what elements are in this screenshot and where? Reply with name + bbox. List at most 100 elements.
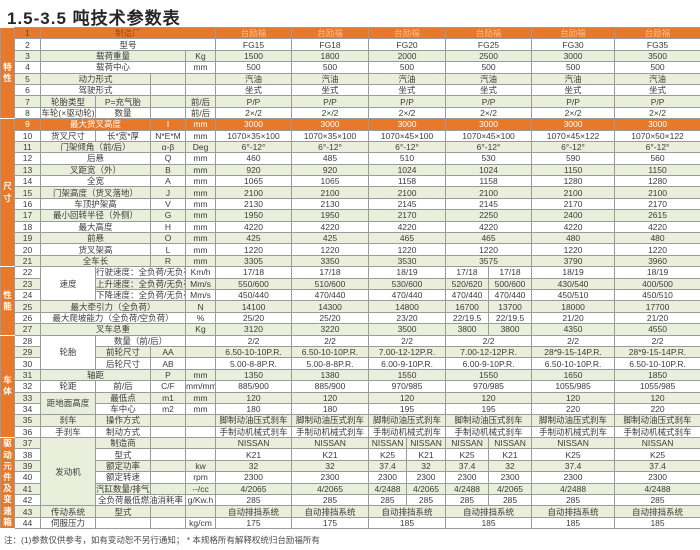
row-number: 27 (14, 323, 41, 336)
param-name: 叉车总重 (40, 323, 186, 336)
param-name: 轴距 (40, 368, 151, 382)
value-cell: 450/440 (215, 288, 293, 302)
value-cell: 22/19.5 (488, 311, 533, 325)
value-cell: 500 (291, 61, 370, 74)
param-name: 货叉架高 (40, 243, 151, 256)
value-cell: 坐式 (291, 83, 370, 97)
value-cell: FG20 (368, 38, 447, 51)
value-cell: 17/18 (445, 266, 490, 279)
value-cell: 18/19 (614, 266, 700, 279)
value-cell: FG30 (531, 38, 616, 51)
value-cell: 500 (445, 61, 533, 74)
value-cell: P/P (368, 95, 447, 108)
param-name (150, 482, 186, 496)
value-cell: 4/2065 (488, 482, 533, 496)
value-cell: 3000 (445, 118, 533, 131)
param-name: 前/后 (95, 380, 151, 393)
value-cell: 手制动机械式刹车 (531, 425, 616, 439)
value-cell: 2/2 (445, 334, 533, 347)
value-cell: 自动排挡系统 (215, 505, 293, 518)
row-number: 6 (14, 83, 41, 97)
value-cell: 1055/985 (614, 380, 700, 393)
row-number: 38 (14, 448, 41, 461)
value-cell: 920 (215, 163, 293, 177)
value-cell: 3530 (368, 254, 447, 268)
param-name: 前/后 (184, 95, 217, 108)
row-number: 21 (14, 254, 41, 268)
value-cell: 脚制动油压式刹车 (531, 414, 616, 427)
value-cell: 450/510 (614, 288, 700, 302)
row-number: 8 (14, 106, 41, 120)
value-cell: 1220 (215, 243, 293, 256)
value-cell: 425 (291, 232, 370, 245)
value-cell: 坐式 (368, 83, 447, 97)
param-name: mm (184, 152, 217, 165)
row-number: 31 (14, 368, 41, 382)
value-cell: 285 (445, 493, 490, 507)
param-group: 速度 (40, 266, 96, 302)
value-cell: 汽油 (614, 72, 700, 85)
value-cell: 3350 (291, 254, 370, 268)
value-cell: 560 (614, 152, 700, 165)
value-cell: 4220 (368, 220, 447, 234)
value-cell: P/P (291, 95, 370, 108)
value-cell: 汽油 (368, 72, 447, 85)
value-cell: 510 (368, 152, 447, 165)
value-cell: 4/2488 (368, 482, 408, 496)
param-name: m2 (150, 402, 186, 416)
value-cell: 坐式 (445, 83, 533, 97)
param-name: 额定转速 (95, 471, 151, 484)
value-cell: 6.00-9-10P.R. (445, 357, 533, 370)
value-cell: 2×/2 (614, 106, 700, 120)
param-name: mm (184, 220, 217, 234)
row-number: 44 (14, 516, 41, 530)
row-number: 16 (14, 197, 41, 211)
value-cell: 885/900 (291, 380, 370, 393)
value-cell: 3800 (488, 323, 533, 336)
value-cell: 21/20 (531, 311, 616, 325)
param-name (150, 516, 186, 530)
value-cell: 2250 (445, 209, 533, 222)
value-cell: 6.50-10-10P.R. (215, 345, 293, 359)
row-number: 24 (14, 288, 41, 302)
value-cell: 自动排挡系统 (291, 505, 370, 518)
value-cell: 2100 (531, 186, 616, 199)
value-cell: 2000 (368, 49, 447, 63)
value-cell: 台励福 (445, 26, 533, 40)
value-cell: 脚制动油压式刹车 (445, 414, 533, 427)
value-cell: 17/18 (488, 266, 533, 279)
param-name: 下降速度：全负荷/无负荷 (95, 288, 186, 302)
param-name (184, 425, 217, 439)
value-cell: 885/900 (215, 380, 293, 393)
value-cell: 450/510 (531, 288, 616, 302)
value-cell: 1158 (445, 175, 533, 188)
param-name: mm (184, 391, 217, 404)
value-cell: 400/500 (614, 277, 700, 291)
value-cell: 920 (291, 163, 370, 177)
value-cell: NISSAN (215, 437, 293, 450)
row-number: 26 (14, 311, 41, 325)
param-name (150, 437, 186, 450)
value-cell: 台励福 (368, 26, 447, 40)
value-cell: 2×/2 (291, 106, 370, 120)
param-name (184, 83, 217, 97)
param-name: 轮距 (40, 380, 96, 393)
param-name: 全负荷最低燃油消耗率 (95, 493, 186, 507)
value-cell: 2170 (368, 209, 447, 222)
param-name: G (150, 209, 186, 222)
value-cell: 25/20 (291, 311, 370, 325)
value-cell: 2170 (531, 197, 616, 211)
value-cell: 脚制动油压式刹车 (368, 414, 447, 427)
value-cell: 470/440 (368, 288, 447, 302)
value-cell: 120 (291, 391, 370, 404)
param-name: mm (184, 402, 217, 416)
value-cell: 2300 (291, 471, 370, 484)
value-cell: 13700 (488, 300, 533, 313)
value-cell: K21 (488, 448, 533, 461)
value-cell: 480 (614, 232, 700, 245)
param-name (184, 334, 217, 347)
value-cell: 台励福 (215, 26, 293, 40)
value-cell: 175 (291, 516, 370, 530)
value-cell: 5.00-8-8P.R. (291, 357, 370, 370)
value-cell: 台励福 (614, 26, 700, 40)
